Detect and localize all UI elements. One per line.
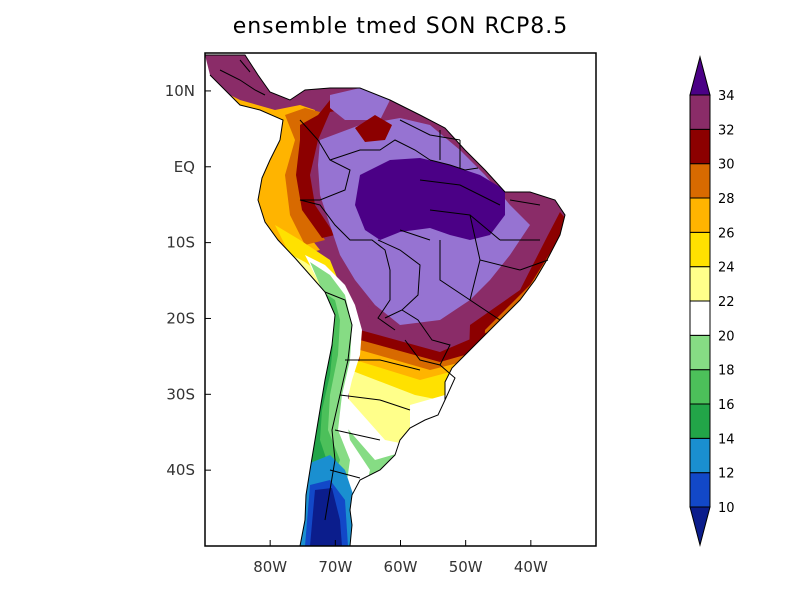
lon-tick-label: 80W xyxy=(253,558,287,576)
colorbar-label: 14 xyxy=(718,432,735,447)
lat-tick-label: 10S xyxy=(166,234,195,252)
colorbar-label: 20 xyxy=(718,329,735,344)
border-paraguay xyxy=(401,309,451,366)
border-argentina-brazil xyxy=(439,364,456,401)
border-guianas xyxy=(429,130,479,171)
colorbar: 10 12 14 16 18 20 22 24 26 28 30 32 34 xyxy=(689,55,735,547)
map-title: ensemble tmed SON RCP8.5 xyxy=(232,14,569,39)
border-peru-brazil xyxy=(299,199,396,331)
colorbar-label: 24 xyxy=(718,261,735,276)
lon-tick-label: 50W xyxy=(449,558,483,576)
colorbar-label: 22 xyxy=(718,295,735,310)
border-bolivia xyxy=(377,239,421,319)
colorbar-box xyxy=(689,128,711,165)
border-argentina-provinces xyxy=(329,359,421,479)
colorbar-box xyxy=(689,266,711,302)
border-venezuela xyxy=(329,139,431,161)
colorbar-label: 18 xyxy=(718,364,735,379)
band-26-28-west xyxy=(285,108,325,245)
colorbar-label: 26 xyxy=(718,226,735,241)
lat-tick-label: 30S xyxy=(166,385,195,403)
colorbar-box xyxy=(689,94,711,130)
lat-tick-label: 10N xyxy=(165,82,195,100)
lat-tick-label: EQ xyxy=(174,158,195,176)
colorbar-label: 16 xyxy=(718,398,735,413)
colorbar-box xyxy=(689,403,711,439)
border-central-america xyxy=(219,59,266,96)
country-borders xyxy=(205,54,566,547)
colorbar-box xyxy=(689,300,711,336)
band-28-30-venezuela xyxy=(355,115,392,142)
lon-tick-label: 70W xyxy=(318,558,352,576)
longitude-axis: 80W 70W 60W 50W 40W xyxy=(253,540,548,576)
latitude-axis: 10N EQ 10S 20S 30S 40S xyxy=(165,82,211,479)
colorbar-box xyxy=(689,197,711,233)
colorbar-label: 12 xyxy=(718,467,735,482)
band-28-30-west xyxy=(296,95,395,238)
border-colombia xyxy=(299,119,351,201)
colorbar-label: 28 xyxy=(718,192,735,207)
colorbar-label: 30 xyxy=(718,158,735,173)
lon-tick-label: 40W xyxy=(514,558,548,576)
band-gt34-amazon xyxy=(355,158,505,240)
colorbar-label: 32 xyxy=(718,123,735,138)
colorbar-box xyxy=(689,437,711,474)
continent-coastline xyxy=(205,54,566,547)
band-32-34-north xyxy=(330,88,390,120)
colorbar-max-triangle xyxy=(689,55,711,96)
colorbar-label: 10 xyxy=(718,501,735,516)
colorbar-box xyxy=(689,369,711,405)
colorbar-box xyxy=(689,163,711,199)
colorbar-box xyxy=(689,472,711,508)
colorbar-label: 34 xyxy=(718,89,735,104)
colorbar-box xyxy=(689,231,711,268)
temperature-field xyxy=(205,55,565,546)
lat-tick-label: 20S xyxy=(166,309,195,327)
colorbar-min-triangle xyxy=(689,506,711,547)
lat-tick-label: 40S xyxy=(166,461,195,479)
border-brazil-states xyxy=(399,119,549,321)
lon-tick-label: 60W xyxy=(384,558,418,576)
colorbar-box xyxy=(689,334,711,371)
